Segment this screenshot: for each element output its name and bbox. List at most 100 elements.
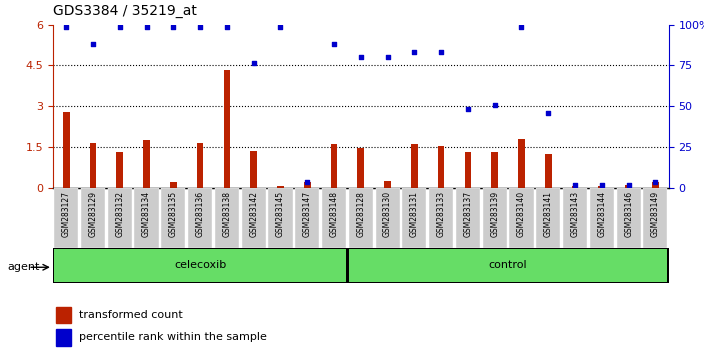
Bar	[411, 144, 417, 188]
Bar	[518, 139, 525, 188]
Text: GSM283140: GSM283140	[517, 190, 526, 237]
Point	[516, 25, 527, 30]
Text: GSM283142: GSM283142	[249, 190, 258, 236]
Bar	[438, 145, 444, 188]
Bar	[465, 152, 471, 188]
Bar	[224, 70, 230, 188]
Bar	[295, 188, 320, 248]
Bar	[625, 185, 632, 188]
Text: GSM283138: GSM283138	[222, 190, 232, 236]
Bar	[536, 188, 560, 248]
Text: GSM283144: GSM283144	[597, 190, 606, 237]
Point	[248, 60, 259, 65]
Bar	[331, 144, 337, 188]
Bar	[241, 188, 265, 248]
Point	[382, 55, 394, 60]
Point	[355, 55, 366, 60]
Bar	[402, 188, 427, 248]
Text: GSM283143: GSM283143	[570, 190, 579, 237]
Text: GSM283132: GSM283132	[115, 190, 125, 236]
Point	[436, 49, 447, 55]
Point	[463, 106, 474, 112]
Text: GSM283148: GSM283148	[329, 190, 339, 236]
Point	[221, 25, 232, 30]
Bar	[545, 154, 552, 188]
Point	[141, 25, 152, 30]
Point	[409, 49, 420, 55]
Bar	[643, 188, 667, 248]
Text: celecoxib: celecoxib	[174, 261, 226, 270]
Bar	[108, 188, 132, 248]
Bar	[215, 188, 239, 248]
Point	[194, 25, 206, 30]
Point	[328, 41, 339, 47]
Point	[275, 25, 286, 30]
Point	[650, 179, 661, 184]
Text: GSM283128: GSM283128	[356, 190, 365, 236]
Text: GSM283141: GSM283141	[543, 190, 553, 236]
Bar	[304, 182, 310, 188]
Text: GSM283147: GSM283147	[303, 190, 312, 237]
Bar	[652, 182, 659, 188]
Bar	[348, 249, 667, 282]
Point	[489, 102, 501, 108]
Text: agent: agent	[7, 262, 39, 272]
Bar	[617, 188, 641, 248]
Bar	[56, 307, 71, 323]
Bar	[89, 143, 96, 188]
Point	[596, 182, 608, 188]
Bar	[161, 188, 185, 248]
Bar	[429, 188, 453, 248]
Bar	[375, 188, 400, 248]
Text: GSM283145: GSM283145	[276, 190, 285, 237]
Point	[623, 182, 634, 188]
Bar	[510, 188, 534, 248]
Bar	[384, 181, 391, 188]
Text: GSM283146: GSM283146	[624, 190, 633, 237]
Bar	[322, 188, 346, 248]
Point	[301, 179, 313, 184]
Text: control: control	[489, 261, 527, 270]
Bar	[598, 186, 605, 188]
Point	[87, 41, 99, 47]
Bar	[54, 188, 78, 248]
Point	[570, 182, 581, 188]
Bar	[563, 188, 587, 248]
Bar	[572, 186, 579, 188]
Text: transformed count: transformed count	[79, 310, 182, 320]
Bar	[56, 329, 71, 346]
Text: GSM283130: GSM283130	[383, 190, 392, 237]
Bar	[251, 151, 257, 188]
Text: GSM283133: GSM283133	[436, 190, 446, 237]
Bar	[170, 182, 177, 188]
Text: GSM283136: GSM283136	[196, 190, 205, 237]
Bar	[81, 188, 105, 248]
Bar	[196, 143, 203, 188]
Text: GSM283139: GSM283139	[490, 190, 499, 237]
Bar	[491, 152, 498, 188]
Bar	[483, 188, 507, 248]
Bar	[116, 152, 123, 188]
Text: GDS3384 / 35219_at: GDS3384 / 35219_at	[53, 4, 196, 18]
Text: GSM283129: GSM283129	[89, 190, 97, 236]
Bar	[188, 188, 212, 248]
Bar	[134, 188, 158, 248]
Point	[543, 110, 554, 116]
Text: GSM283127: GSM283127	[62, 190, 70, 236]
Bar	[54, 249, 346, 282]
Text: GSM283137: GSM283137	[463, 190, 472, 237]
Point	[168, 25, 179, 30]
Bar	[358, 148, 364, 188]
Bar	[143, 140, 150, 188]
Bar	[348, 188, 373, 248]
Text: GSM283134: GSM283134	[142, 190, 151, 237]
Point	[61, 25, 72, 30]
Bar	[63, 112, 70, 188]
Text: percentile rank within the sample: percentile rank within the sample	[79, 332, 267, 342]
Bar	[268, 188, 292, 248]
Point	[114, 25, 125, 30]
Text: GSM283149: GSM283149	[651, 190, 660, 237]
Text: GSM283135: GSM283135	[169, 190, 178, 237]
Bar	[277, 186, 284, 188]
Bar	[590, 188, 614, 248]
